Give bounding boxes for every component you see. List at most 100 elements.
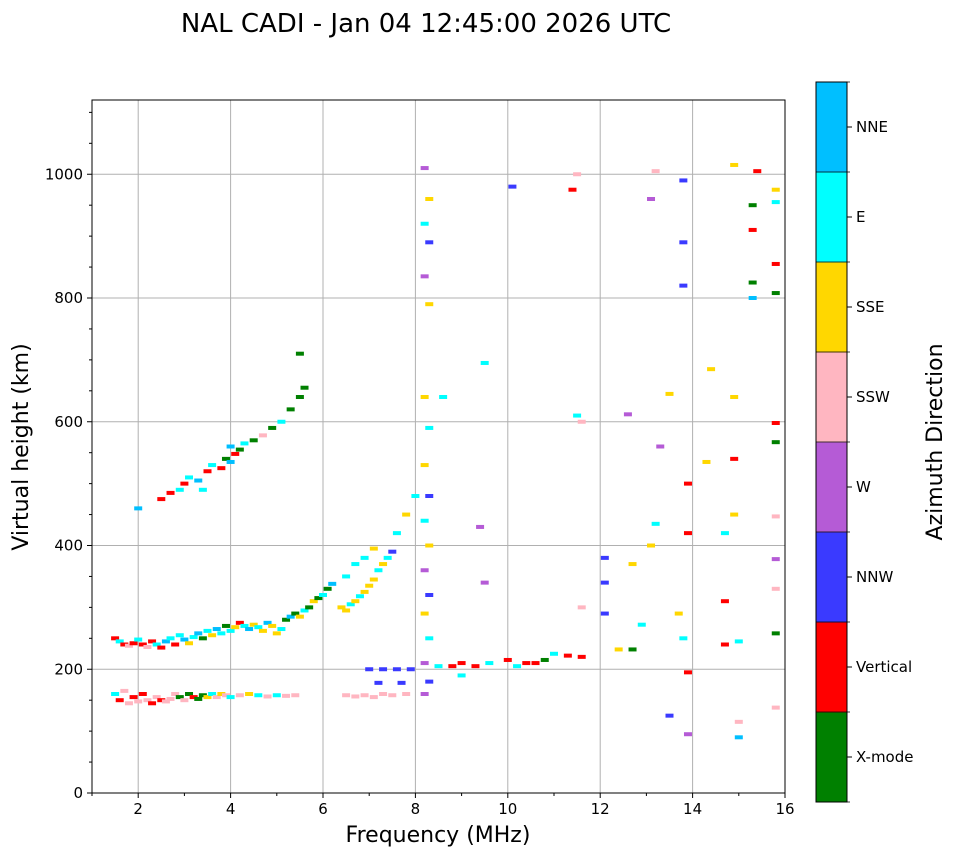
data-point: [379, 692, 388, 696]
data-point: [420, 395, 429, 399]
data-point: [217, 692, 226, 696]
data-point: [337, 605, 346, 610]
data-point: [295, 395, 304, 399]
data-point: [600, 580, 609, 585]
data-point: [282, 617, 291, 622]
data-point: [226, 444, 235, 449]
y-tick-label: 600: [54, 413, 83, 431]
data-point: [295, 351, 304, 356]
data-point: [683, 481, 692, 486]
data-point: [369, 577, 378, 582]
data-point: [185, 641, 194, 646]
x-axis-label: Frequency (MHz): [346, 823, 531, 848]
data-point: [342, 608, 351, 613]
data-point: [628, 647, 637, 652]
data-point: [771, 291, 780, 296]
data-point: [203, 695, 212, 700]
data-point: [171, 692, 180, 696]
data-point: [235, 447, 244, 452]
colorbar-tick-label: E: [856, 208, 865, 226]
data-point: [258, 433, 267, 438]
data-point: [175, 695, 184, 700]
data-point: [503, 657, 512, 662]
data-point: [323, 586, 332, 591]
data-point: [369, 695, 378, 700]
data-point: [194, 478, 203, 483]
data-point: [249, 438, 258, 443]
colorbar-tick-label: Vertical: [856, 658, 912, 676]
chart-title: NAL CADI - Jan 04 12:45:00 2026 UTC: [181, 9, 671, 39]
data-marks: [111, 162, 780, 740]
data-point: [263, 694, 272, 699]
data-point: [637, 622, 646, 627]
data-point: [522, 661, 531, 666]
data-point: [734, 735, 743, 740]
data-point: [309, 599, 318, 604]
data-point: [379, 562, 388, 567]
data-point: [120, 688, 129, 693]
data-point: [365, 583, 374, 588]
data-point: [143, 698, 152, 703]
data-point: [212, 627, 221, 632]
data-point: [651, 521, 660, 526]
data-point: [457, 661, 466, 666]
data-point: [425, 302, 434, 307]
data-point: [388, 549, 397, 554]
data-point: [600, 611, 609, 616]
x-tick-label: 6: [318, 800, 328, 818]
data-point: [282, 693, 291, 698]
data-point: [180, 637, 189, 642]
data-point: [748, 227, 757, 232]
data-point: [277, 419, 286, 424]
data-point: [134, 637, 143, 642]
data-point: [397, 680, 406, 685]
x-tick-label: 12: [591, 800, 610, 818]
data-point: [683, 732, 692, 737]
x-tick-label: 16: [775, 800, 794, 818]
data-point: [439, 395, 448, 399]
data-point: [771, 586, 780, 591]
data-point: [111, 636, 120, 641]
data-point: [161, 699, 170, 704]
data-point: [277, 627, 286, 632]
data-point: [540, 657, 549, 662]
data-point: [420, 661, 429, 666]
data-point: [392, 667, 401, 672]
data-point: [485, 661, 494, 666]
data-point: [508, 184, 517, 189]
data-point: [425, 197, 434, 201]
data-point: [134, 699, 143, 704]
data-point: [235, 620, 244, 625]
data-point: [457, 673, 466, 678]
data-point: [771, 261, 780, 266]
data-point: [194, 631, 203, 636]
data-point: [148, 639, 157, 644]
y-axis-label: Virtual height (km): [9, 343, 34, 550]
data-point: [614, 647, 623, 652]
data-point: [425, 679, 434, 684]
data-point: [420, 568, 429, 573]
data-point: [683, 531, 692, 536]
data-point: [272, 693, 281, 698]
grid-lines: [92, 100, 786, 794]
data-point: [286, 407, 295, 412]
data-point: [720, 531, 729, 536]
data-point: [161, 639, 170, 644]
y-tick-label: 1000: [45, 165, 83, 183]
data-point: [720, 599, 729, 604]
data-point: [231, 451, 240, 456]
data-point: [115, 639, 124, 644]
data-point: [577, 605, 586, 610]
data-point: [434, 664, 443, 669]
data-point: [406, 667, 415, 672]
colorbar-tick-label: NNE: [856, 118, 888, 136]
data-point: [674, 611, 683, 616]
data-point: [734, 639, 743, 644]
data-point: [730, 395, 739, 399]
data-point: [235, 693, 244, 698]
data-point: [730, 512, 739, 517]
plot-background: [92, 100, 785, 793]
colorbar-segment: [816, 172, 847, 263]
data-point: [573, 172, 582, 177]
